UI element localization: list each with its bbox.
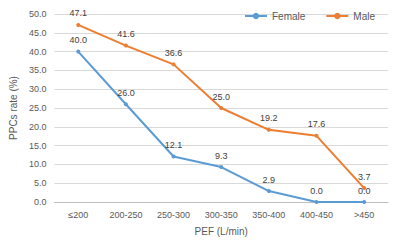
svg-text:25.0: 25.0 (29, 103, 47, 113)
svg-text:3.7: 3.7 (358, 172, 371, 182)
svg-text:Female: Female (272, 11, 306, 22)
svg-text:Male: Male (353, 11, 375, 22)
svg-text:200-250: 200-250 (109, 210, 142, 220)
svg-text:45.0: 45.0 (29, 28, 47, 38)
svg-text:30.0: 30.0 (29, 84, 47, 94)
svg-text:25.0: 25.0 (212, 92, 230, 102)
svg-text:300-350: 300-350 (205, 210, 238, 220)
svg-text:17.6: 17.6 (308, 119, 326, 129)
svg-text:400-450: 400-450 (300, 210, 333, 220)
svg-text:PPCs rate (%): PPCs rate (%) (8, 76, 19, 140)
svg-text:26.0: 26.0 (117, 88, 135, 98)
svg-text:47.1: 47.1 (69, 8, 87, 18)
svg-text:5.0: 5.0 (34, 178, 47, 188)
svg-text:36.6: 36.6 (165, 48, 183, 58)
svg-text:10.0: 10.0 (29, 159, 47, 169)
svg-text:0.0: 0.0 (358, 186, 371, 196)
svg-text:0.0: 0.0 (34, 197, 47, 207)
svg-text:250-300: 250-300 (157, 210, 190, 220)
svg-text:41.6: 41.6 (117, 29, 135, 39)
svg-text:≤200: ≤200 (68, 210, 88, 220)
svg-text:40.0: 40.0 (29, 47, 47, 57)
svg-text:2.9: 2.9 (263, 175, 276, 185)
svg-text:19.2: 19.2 (260, 113, 278, 123)
svg-text:35.0: 35.0 (29, 65, 47, 75)
svg-text:PEF (L/min): PEF (L/min) (195, 226, 248, 237)
svg-text:15.0: 15.0 (29, 141, 47, 151)
svg-text:9.3: 9.3 (215, 151, 228, 161)
svg-text:20.0: 20.0 (29, 122, 47, 132)
svg-text:12.1: 12.1 (165, 140, 183, 150)
svg-text:>450: >450 (354, 210, 374, 220)
svg-text:0.0: 0.0 (310, 186, 323, 196)
svg-text:50.0: 50.0 (29, 9, 47, 19)
svg-text:40.0: 40.0 (69, 35, 87, 45)
svg-text:350-400: 350-400 (252, 210, 285, 220)
